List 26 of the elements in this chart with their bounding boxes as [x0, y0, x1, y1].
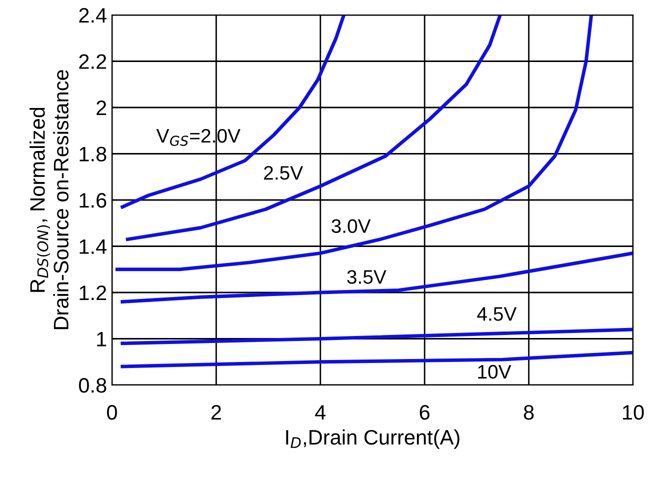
x-tick-label: 6	[420, 404, 430, 420]
series-label: 2.5V	[264, 166, 304, 180]
y-tick-label: 1.2	[80, 286, 106, 300]
x-tick-label: 2	[211, 404, 221, 420]
series-label: 10V	[478, 364, 512, 379]
series-label: 3.5V	[347, 270, 386, 284]
y-axis-title: R$_{DS(ON)}$, Normalized Drain-Source on-Resistance	[30, 70, 69, 330]
y-tick-label: 1	[97, 332, 106, 346]
x-tick-label: 4	[315, 405, 326, 420]
x-tick-label: 8	[524, 404, 534, 420]
y-tick-label: 1.4	[80, 239, 107, 254]
y-tick-label: 2.4	[79, 8, 107, 23]
y-tick-label: 2.2	[79, 54, 106, 69]
y-tick-label: 0.8	[78, 378, 106, 393]
x-tick-label: 10	[623, 404, 644, 420]
line-series	[115, 15, 594, 272]
y-tick-label: 1.8	[80, 146, 106, 162]
x-tick-label: 0	[107, 404, 117, 420]
y-tick-label: 2	[96, 100, 106, 116]
line-series	[120, 251, 633, 304]
x-axis-title: I$_{D}$,Drain Current(A)	[286, 429, 460, 449]
line-series	[120, 15, 346, 209]
line-series	[126, 15, 502, 242]
series-label: 4.5V	[477, 307, 517, 321]
series-label: 3.0V	[332, 219, 371, 233]
y-tick-label: 1.6	[80, 193, 106, 208]
